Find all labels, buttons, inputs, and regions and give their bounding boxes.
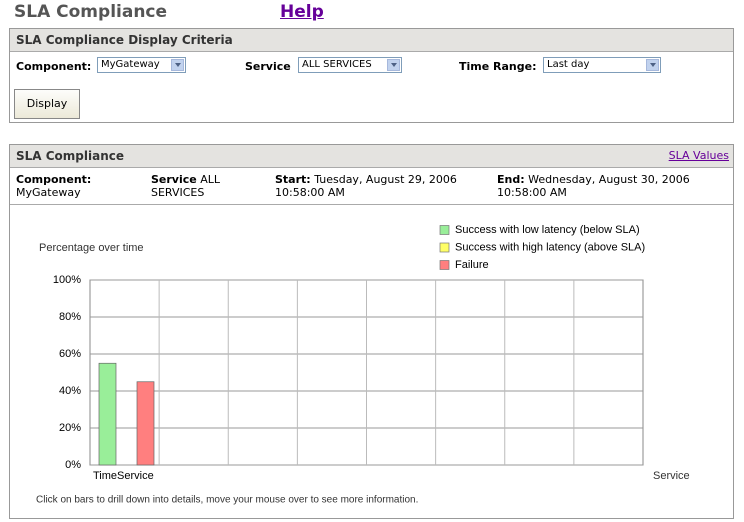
label: Component: bbox=[16, 60, 92, 73]
bar bbox=[136, 381, 155, 466]
caption: Click on bars to drill down into details… bbox=[36, 495, 418, 506]
select-value: MyGateway bbox=[101, 59, 160, 70]
label: Time Range: bbox=[459, 60, 537, 73]
y-tick-label: 40% bbox=[59, 385, 81, 397]
value: Wednesday, August 30, 2006 10:58:00 AM bbox=[497, 173, 690, 199]
divider bbox=[10, 204, 733, 205]
legend-label: Success with low latency (below SLA) bbox=[455, 224, 640, 236]
y-tick-label: 80% bbox=[59, 311, 81, 323]
select-value: Last day bbox=[547, 59, 590, 70]
panel-header: SLA Compliance Display Criteria bbox=[10, 29, 733, 52]
y-axis-title: Percentage over time bbox=[39, 242, 144, 254]
label: End: bbox=[497, 173, 525, 186]
component-select[interactable]: MyGateway bbox=[97, 57, 186, 73]
help-link[interactable]: Help bbox=[280, 2, 324, 22]
label: Service bbox=[151, 173, 197, 186]
value: MyGateway bbox=[16, 186, 81, 199]
info-end: End: Wednesday, August 30, 2006 10:58:00… bbox=[497, 173, 712, 199]
y-tick-label: 60% bbox=[59, 348, 81, 360]
x-axis-title: Service bbox=[653, 470, 690, 482]
compliance-panel: SLA Compliance SLA Values Component: MyGa… bbox=[9, 144, 734, 519]
criteria-panel: SLA Compliance Display Criteria Componen… bbox=[9, 28, 734, 123]
legend-swatch bbox=[439, 260, 450, 270]
legend-swatch bbox=[439, 225, 450, 235]
service-select[interactable]: ALL SERVICES bbox=[298, 57, 402, 73]
label: Service bbox=[245, 60, 291, 73]
x-tick-label: TimeService bbox=[93, 470, 154, 482]
info-component: Component: MyGateway bbox=[16, 173, 136, 199]
legend-swatch bbox=[439, 242, 450, 253]
time-range-select[interactable]: Last day bbox=[543, 57, 661, 73]
select-value: ALL SERVICES bbox=[302, 59, 372, 70]
label: Start: bbox=[275, 173, 311, 186]
legend-label: Success with high latency (above SLA) bbox=[455, 241, 645, 253]
value: ALL SERVICES bbox=[151, 173, 221, 199]
y-tick-label: 100% bbox=[53, 274, 81, 286]
info-start: Start: Tuesday, August 29, 2006 10:58:00… bbox=[275, 173, 480, 199]
label: Component: bbox=[16, 173, 92, 186]
value: Tuesday, August 29, 2006 10:58:00 AM bbox=[275, 173, 457, 199]
sla-values-link[interactable]: SLA Values bbox=[668, 149, 729, 162]
page-title: SLA Compliance bbox=[14, 2, 168, 22]
legend-label: Failure bbox=[455, 259, 489, 271]
bar bbox=[98, 362, 117, 466]
info-service: Service ALL SERVICES bbox=[151, 173, 251, 199]
y-tick-label: 0% bbox=[65, 459, 81, 471]
y-tick-label: 20% bbox=[59, 422, 81, 434]
panel-header: SLA Compliance bbox=[10, 145, 733, 168]
display-button[interactable]: Display bbox=[14, 89, 80, 119]
